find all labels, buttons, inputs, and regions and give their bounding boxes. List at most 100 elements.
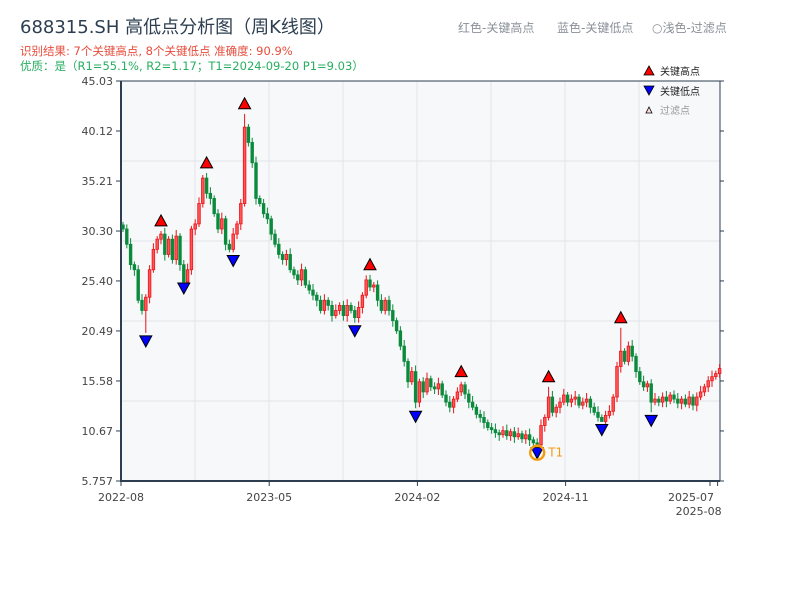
candle-body xyxy=(425,378,429,393)
candle-body xyxy=(596,411,600,418)
candle xyxy=(178,233,182,271)
candle-body xyxy=(242,126,247,204)
key-high-marker xyxy=(237,96,252,110)
candle xyxy=(349,302,353,314)
key-high-marker xyxy=(613,310,628,324)
candle-body xyxy=(497,432,501,436)
candle-body xyxy=(493,429,498,434)
candle-body xyxy=(204,177,209,194)
candle-body xyxy=(649,383,653,403)
candle xyxy=(489,423,494,434)
candle xyxy=(596,406,600,422)
candle-body xyxy=(296,274,300,281)
t1-label: T1 xyxy=(547,446,563,460)
candle-body xyxy=(550,396,555,413)
candle xyxy=(239,198,243,231)
candle-body xyxy=(299,269,304,281)
candle xyxy=(182,260,186,283)
candle xyxy=(421,377,425,399)
candle xyxy=(676,392,680,409)
y-tick-label: 30.30 xyxy=(82,225,114,238)
candle xyxy=(311,283,315,301)
candle-body xyxy=(284,254,289,260)
candle xyxy=(470,396,475,411)
candle-body xyxy=(151,248,156,271)
candle xyxy=(660,392,665,408)
candle-body xyxy=(356,307,361,319)
candle xyxy=(543,414,547,432)
key-low-marker xyxy=(644,414,659,428)
candle-body xyxy=(448,401,452,408)
quality-line: 优质：是（R1=55.1%, R2=1.17；T1=2024-09-20 P1=… xyxy=(20,59,364,73)
candle xyxy=(478,409,482,423)
candle xyxy=(334,304,338,319)
key-low-marker xyxy=(347,325,362,338)
candle xyxy=(242,113,247,207)
candle xyxy=(630,340,634,362)
candle xyxy=(440,380,444,399)
y-tick-label: 45.03 xyxy=(82,75,114,88)
candle xyxy=(212,195,216,217)
top-legend-high: 红色-关键高点 xyxy=(458,21,535,35)
candle-body xyxy=(543,417,547,426)
candle-body xyxy=(235,223,239,235)
candle xyxy=(368,274,372,292)
candle xyxy=(649,379,653,413)
candle xyxy=(159,231,163,245)
key-high-marker xyxy=(454,364,469,378)
candle xyxy=(657,396,661,407)
candle xyxy=(482,411,486,429)
candle xyxy=(425,372,429,396)
top-legend-low: 蓝色-关键低点 xyxy=(557,21,634,35)
candle xyxy=(679,396,684,410)
candle-body xyxy=(554,406,558,413)
y-tick-label: 40.12 xyxy=(82,125,114,138)
candle xyxy=(174,230,178,265)
candle xyxy=(322,294,327,315)
candle xyxy=(125,224,129,249)
y-tick-label: 25.40 xyxy=(82,275,114,288)
candle xyxy=(364,275,368,299)
candle-body xyxy=(421,381,425,393)
chart-title: 688315.SH 高低点分析图（周K线图） xyxy=(20,17,335,38)
candle-body xyxy=(402,345,406,362)
legend-label: 关键低点 xyxy=(660,85,700,98)
candle xyxy=(296,270,300,286)
candle xyxy=(619,327,623,373)
y-tick-label: 10.67 xyxy=(82,425,114,438)
candle xyxy=(550,390,555,417)
candle xyxy=(565,391,570,407)
candle-body xyxy=(239,203,243,225)
candle-body xyxy=(668,394,672,402)
candle xyxy=(626,341,631,366)
candle xyxy=(147,265,152,304)
candle-body xyxy=(212,198,216,215)
candle-body xyxy=(539,425,543,446)
candle xyxy=(600,414,604,422)
candle-body xyxy=(626,345,631,362)
candle-body xyxy=(478,413,482,418)
candle-body xyxy=(638,371,642,383)
candle xyxy=(455,387,460,403)
candle-body xyxy=(588,398,593,408)
candle-body xyxy=(455,391,460,400)
top-legend-filtered: ○浅色-过滤点 xyxy=(652,21,727,35)
candle-body xyxy=(676,398,680,404)
candle-body xyxy=(584,398,589,403)
candle xyxy=(398,326,403,351)
candle-body xyxy=(132,264,137,271)
candle xyxy=(717,363,722,378)
candle xyxy=(706,376,710,392)
candle-body xyxy=(600,417,604,422)
candle xyxy=(383,297,387,315)
candle-body xyxy=(717,368,722,375)
x-tick-label: 2025-08 xyxy=(676,505,722,518)
candle xyxy=(448,396,452,413)
candle-body xyxy=(508,431,513,437)
candle-body xyxy=(406,360,410,383)
candle xyxy=(292,266,296,279)
x-tick-label: 2024-11 xyxy=(543,491,589,504)
candle-body xyxy=(193,223,197,230)
key-high-marker xyxy=(363,257,377,271)
candle xyxy=(394,317,399,334)
